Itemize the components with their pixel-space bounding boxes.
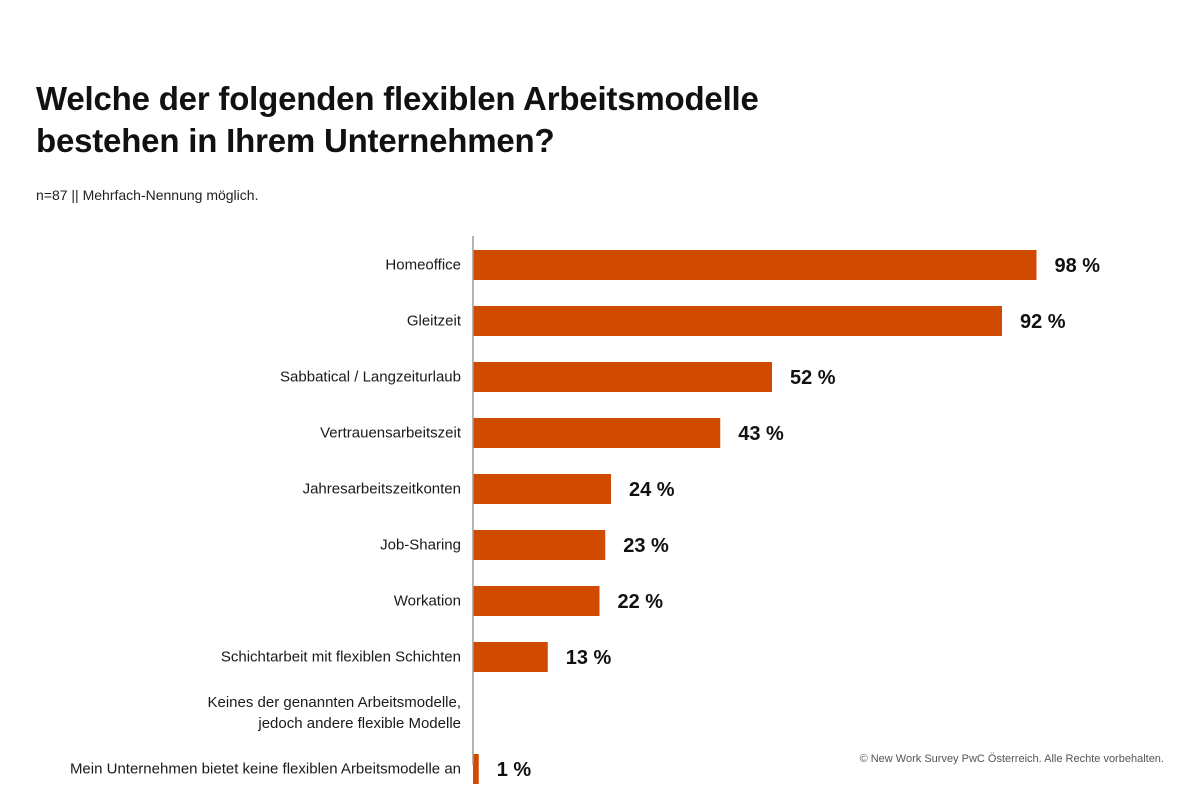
category-label: Gleitzeit [407,313,462,330]
bar [473,474,611,504]
chart-title: Welche der folgenden flexiblen Arbeitsmo… [36,78,759,162]
category-label: Job-Sharing [380,537,461,554]
bar [473,586,600,616]
value-label: 52 % [790,367,836,389]
bar [473,754,479,784]
category-label: Keines der genannten Arbeitsmodelle, [207,694,461,711]
bar [473,362,772,392]
value-label: 98 % [1055,255,1101,277]
copyright-footer: © New Work Survey PwC Österreich. Alle R… [859,753,1164,765]
chart-title-line-2: bestehen in Ihrem Unternehmen? [36,122,555,159]
value-label: 22 % [618,591,664,613]
bar [473,530,606,560]
category-label: Mein Unternehmen bietet keine flexiblen … [70,761,461,778]
category-label: Workation [394,593,461,610]
bar [473,306,1002,336]
chart-subtitle: n=87 || Mehrfach-Nennung möglich. [36,187,259,203]
category-label: jedoch andere flexible Modelle [257,715,461,732]
bar [473,250,1037,280]
bar [473,642,548,672]
category-label: Jahresarbeitszeitkonten [303,481,461,498]
value-label: 23 % [623,535,669,557]
category-label: Homeoffice [385,257,461,274]
value-label: 92 % [1020,311,1066,333]
category-label: Vertrauensarbeitszeit [320,425,462,442]
category-label: Schichtarbeit mit flexiblen Schichten [221,649,461,666]
value-label: 1 % [497,759,532,781]
value-label: 43 % [738,423,784,445]
bar [473,418,721,448]
category-label: Sabbatical / Langzeiturlaub [280,369,461,386]
value-label: 24 % [629,479,675,501]
value-label: 13 % [566,647,612,669]
chart-title-line-1: Welche der folgenden flexiblen Arbeitsmo… [36,80,759,117]
